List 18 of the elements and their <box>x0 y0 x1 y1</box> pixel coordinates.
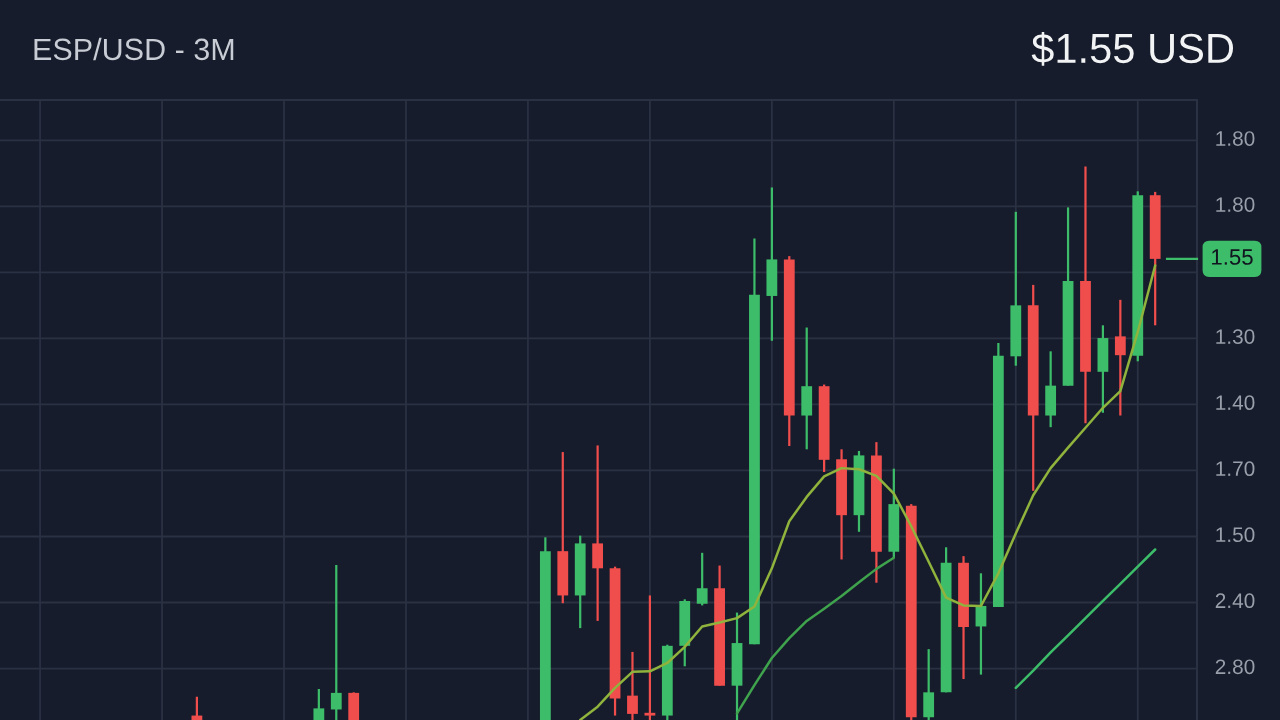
candlestick <box>1114 298 1126 417</box>
candlestick <box>330 563 342 720</box>
chart-title: ESP/USD - 3M <box>34 37 234 61</box>
candlestick <box>313 687 325 720</box>
candlestick <box>627 650 638 720</box>
text: 1.50 <box>1216 527 1255 543</box>
candlestick <box>191 695 203 720</box>
candlestick <box>696 551 708 607</box>
text: 1.55 <box>1212 249 1253 265</box>
text: 2.40 <box>1215 593 1255 609</box>
text: 2.80 <box>1215 659 1255 675</box>
text: 1.80 <box>1216 131 1255 146</box>
text: 1.70 <box>1216 461 1255 477</box>
text: 1.30 <box>1216 329 1255 344</box>
text: 1.40 <box>1216 395 1255 411</box>
text: $1.55 USD <box>1031 31 1234 66</box>
text: 1.80 <box>1216 197 1255 212</box>
candlestick <box>644 594 656 720</box>
